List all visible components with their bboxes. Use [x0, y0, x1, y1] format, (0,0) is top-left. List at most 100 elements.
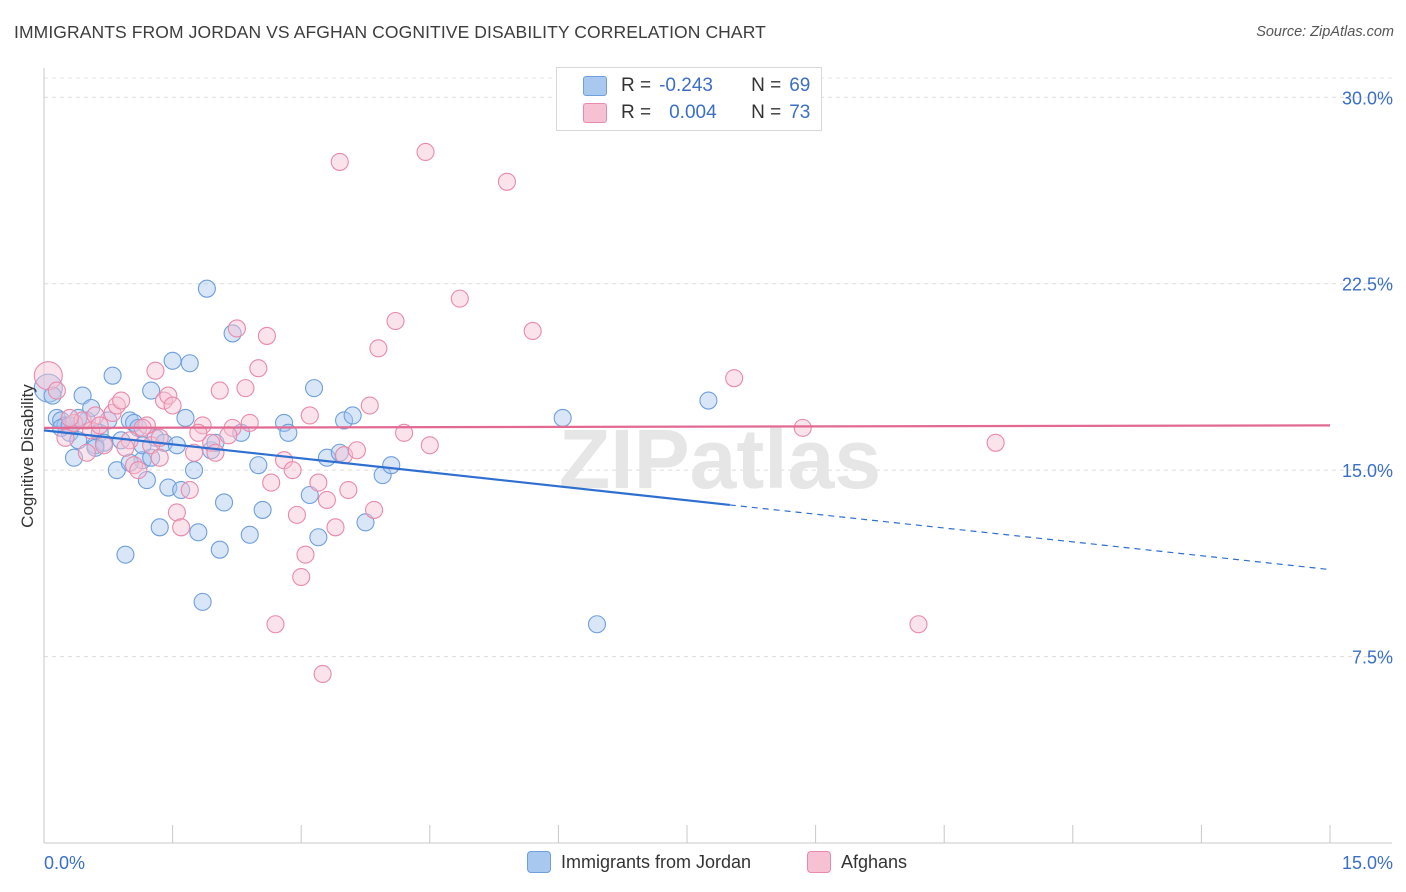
- point-1-43: [313, 664, 332, 684]
- point-0-36: [210, 540, 229, 559]
- point-0-51: [356, 513, 375, 532]
- point-0-40: [249, 456, 268, 475]
- point-1-56: [420, 436, 439, 455]
- axes: [43, 68, 1392, 844]
- point-1-21: [172, 518, 191, 537]
- y-axis-label: Cognitive Disability: [18, 384, 37, 528]
- n-value: 69: [789, 75, 811, 96]
- x-tick-label-1: 15.0%: [1342, 853, 1393, 873]
- point-1-15: [146, 361, 165, 380]
- point-0-37: [214, 493, 234, 512]
- point-1-60: [725, 369, 744, 388]
- point-1-9: [112, 391, 131, 410]
- point-0-17: [116, 545, 135, 564]
- point-0-41: [253, 500, 272, 519]
- point-1-12: [129, 461, 148, 480]
- point-1-1: [47, 381, 66, 400]
- y-tick-label-0: 7.5%: [1352, 648, 1393, 668]
- point-0-14: [103, 366, 122, 385]
- point-1-4: [77, 443, 96, 462]
- r-label: R =: [621, 102, 652, 123]
- point-1-66: [116, 438, 135, 457]
- point-1-45: [326, 518, 345, 537]
- point-0-49: [335, 411, 354, 430]
- point-0-54: [553, 408, 572, 427]
- trend-afghans: [43, 424, 1331, 429]
- point-0-50: [343, 406, 362, 425]
- tick-labels: 7.5% 15.0% 22.5% 30.0% 0.0% 15.0%: [44, 88, 1393, 873]
- point-1-37: [283, 461, 302, 480]
- point-1-18: [159, 386, 178, 405]
- legend-swatch-afghans: [807, 851, 831, 873]
- legend-label: Afghans: [841, 851, 908, 872]
- legend-item-jordan[interactable]: Immigrants from Jordan: [527, 851, 751, 873]
- point-1-44: [317, 490, 336, 510]
- point-1-22: [180, 480, 199, 500]
- point-1-58: [497, 172, 517, 191]
- point-1-32: [249, 359, 268, 378]
- n-label: N =: [751, 75, 782, 96]
- x-tick-label-0: 0.0%: [44, 853, 85, 873]
- point-1-42: [309, 473, 328, 492]
- legend-swatch-jordan: [583, 76, 607, 96]
- point-0-67: [184, 461, 204, 480]
- point-1-16: [150, 448, 169, 467]
- point-1-53: [386, 311, 405, 331]
- point-1-61: [793, 418, 812, 437]
- point-1-29: [227, 319, 246, 338]
- point-0-34: [197, 279, 216, 298]
- point-0-55: [587, 615, 607, 634]
- r-value: -0.243: [659, 75, 713, 96]
- legend-row-afghans: R = 0.004 N = 73: [583, 100, 810, 126]
- point-0-28: [163, 351, 182, 370]
- point-1-38: [287, 505, 306, 524]
- point-1-54: [395, 423, 414, 442]
- legend-item-afghans[interactable]: Afghans: [807, 851, 907, 873]
- r-value: 0.004: [669, 102, 717, 123]
- point-1-55: [416, 142, 435, 162]
- trend-jordan: [43, 429, 730, 507]
- chart-source: Source: ZipAtlas.com: [1256, 24, 1394, 40]
- point-1-30: [236, 379, 255, 398]
- point-1-20: [167, 503, 186, 522]
- point-0-33: [193, 592, 212, 611]
- point-0-46: [309, 528, 328, 547]
- point-0-43: [279, 423, 298, 442]
- legend-swatch-afghans: [583, 103, 607, 123]
- n-value: 73: [789, 102, 811, 123]
- point-1-71: [60, 408, 79, 427]
- point-1-51: [365, 500, 384, 519]
- point-0-39: [240, 525, 259, 544]
- point-0-25: [150, 518, 169, 537]
- point-1-70: [219, 426, 238, 445]
- point-1-31: [240, 413, 259, 432]
- y-tick-label-1: 15.0%: [1342, 461, 1393, 481]
- point-1-33: [257, 326, 276, 345]
- point-0-53: [382, 456, 401, 475]
- point-1-23: [184, 443, 204, 462]
- series-afghans: [33, 142, 1005, 684]
- point-1-26: [206, 443, 225, 462]
- y-tick-label-3: 30.0%: [1342, 88, 1393, 108]
- point-1-48: [339, 480, 358, 500]
- point-0-23: [142, 381, 161, 400]
- grid-lines: [44, 77, 1394, 658]
- point-0-56: [699, 391, 718, 410]
- legend-label: Immigrants from Jordan: [561, 851, 752, 872]
- point-0-32: [189, 523, 208, 542]
- y-tick-label-2: 22.5%: [1342, 275, 1393, 295]
- point-0-44: [300, 485, 319, 505]
- point-1-6: [94, 436, 114, 455]
- point-1-41: [300, 406, 319, 425]
- point-0-59: [176, 408, 195, 427]
- r-label: R =: [621, 75, 652, 96]
- chart-title: IMMIGRANTS FROM JORDAN VS AFGHAN COGNITI…: [14, 22, 766, 42]
- legend-swatch-jordan: [527, 851, 551, 873]
- point-1-35: [266, 615, 285, 634]
- point-1-46: [330, 152, 349, 171]
- point-1-59: [523, 321, 542, 340]
- point-1-63: [986, 433, 1005, 452]
- point-0-31: [180, 354, 199, 373]
- point-0-45: [305, 379, 324, 398]
